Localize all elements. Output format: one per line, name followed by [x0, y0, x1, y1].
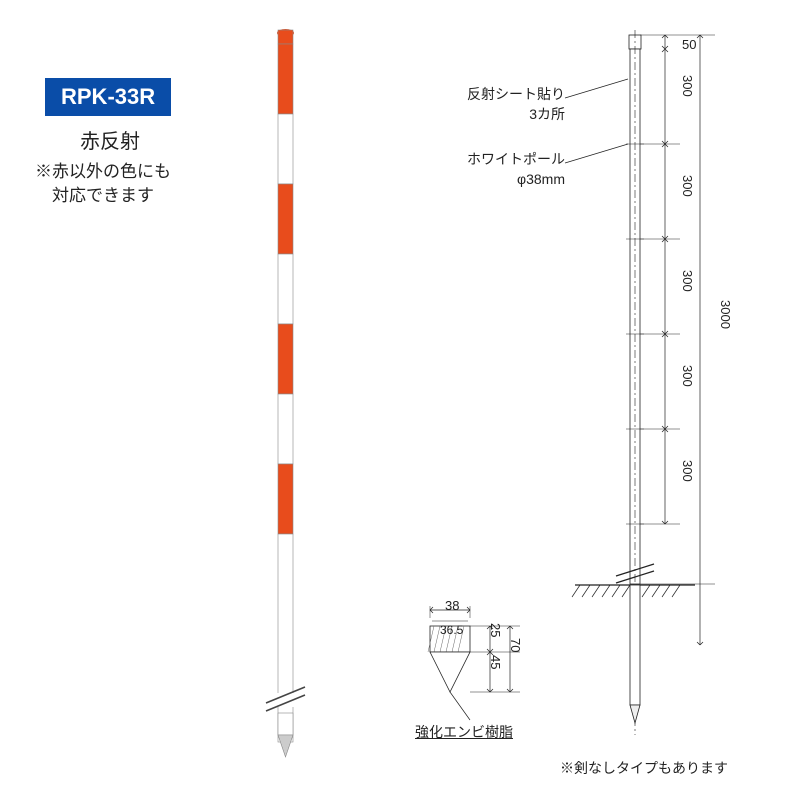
- tip-material-label: 強化エンビ樹脂: [415, 722, 513, 742]
- dim-total: 3000: [718, 300, 733, 329]
- annotation-sheet: 反射シート貼り 3カ所: [455, 85, 565, 124]
- dim-seg-2: 300: [680, 270, 695, 292]
- dim-tip-h1: 25: [488, 623, 503, 637]
- dim-seg-3: 300: [680, 365, 695, 387]
- dim-seg-1: 300: [680, 175, 695, 197]
- model-badge-text: RPK-33R: [61, 84, 155, 109]
- dim-tip-inner: 36.5: [440, 623, 463, 637]
- dim-tip-total: 70: [508, 638, 523, 652]
- model-badge: RPK-33R: [45, 78, 171, 116]
- product-subtitle: 赤反射: [80, 125, 140, 154]
- bottom-note: ※剣なしタイプもあります: [560, 758, 728, 778]
- color-note: ※赤以外の色にも 対応できます: [35, 160, 171, 208]
- dim-tip-h2: 45: [488, 655, 503, 669]
- dim-seg-4: 300: [680, 460, 695, 482]
- annotation-white-pole: ホワイトポール φ38mm: [455, 150, 565, 189]
- pole-illustration: [0, 0, 800, 800]
- technical-drawing: [0, 0, 800, 800]
- dim-tip-outer: 38: [445, 598, 459, 613]
- dim-cap: 50: [682, 37, 696, 52]
- dim-seg-0: 300: [680, 75, 695, 97]
